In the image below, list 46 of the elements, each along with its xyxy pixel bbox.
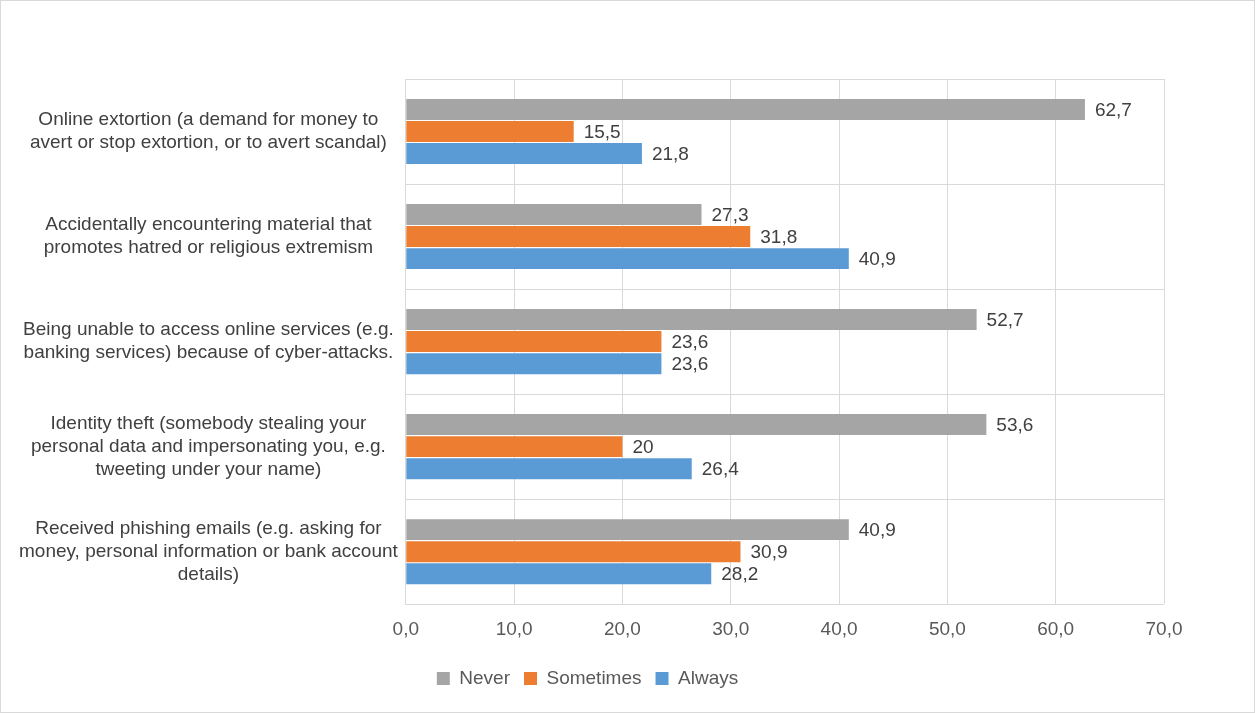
- bar: [406, 121, 574, 142]
- data-label: 15,5: [583, 120, 621, 142]
- data-label: 23,6: [671, 352, 709, 374]
- bar: [406, 204, 702, 225]
- bar: [406, 414, 987, 436]
- bar: [406, 331, 662, 353]
- y-tick-label: Received phishing emails (e.g. asking for money, personal information or bank account details): [19, 517, 399, 584]
- bar: [406, 248, 849, 270]
- bar: [406, 353, 662, 375]
- bar: [406, 541, 741, 563]
- data-label: 28,2: [721, 562, 759, 584]
- x-tick-label: 40,0: [820, 617, 858, 639]
- data-label: 30,9: [750, 540, 788, 562]
- bar: [406, 143, 642, 165]
- y-tick-label: Being unable to access online services (e.g. banking services) because of cyber-attacks.: [23, 318, 394, 363]
- data-label: 21,8: [651, 142, 689, 164]
- x-tick-label: 50,0: [928, 617, 966, 639]
- y-tick-label: Identity theft (somebody stealing your personal data and impersonating you, e.g. tweeting under your name): [30, 412, 386, 479]
- x-tick-label: 70,0: [1145, 617, 1183, 639]
- x-tick-label: 10,0: [495, 617, 533, 639]
- data-label: 40,9: [858, 247, 896, 269]
- x-tick-label: 20,0: [603, 617, 641, 639]
- data-label: 23,6: [671, 330, 709, 352]
- legend-label: Never: [459, 666, 511, 688]
- bar: [406, 226, 751, 248]
- x-tick-label: 30,0: [712, 617, 750, 639]
- bar: [406, 309, 977, 331]
- legend-label: Sometimes: [546, 666, 642, 688]
- data-label: 62,7: [1094, 98, 1132, 120]
- bar: [406, 563, 712, 585]
- x-tick-label: 60,0: [1037, 617, 1075, 639]
- y-tick-label: Online extortion (a demand for money to avert or stop extortion, or to avert scandal): [29, 108, 387, 153]
- data-label: 52,7: [986, 308, 1024, 330]
- data-label: 20: [632, 435, 654, 457]
- data-label: 53,6: [996, 413, 1034, 435]
- data-label: 40,9: [858, 518, 896, 540]
- data-label: 31,8: [760, 225, 798, 247]
- legend-label: Always: [678, 666, 739, 688]
- y-tick-label: Accidentally encountering material that promotes hatred or religious extremism: [43, 213, 374, 258]
- bar: [406, 458, 692, 480]
- x-tick-label: 0,0: [392, 617, 420, 639]
- data-label: 27,3: [711, 203, 749, 225]
- bar: [406, 98, 1085, 120]
- data-label: 26,4: [701, 457, 740, 479]
- bar: [406, 519, 849, 541]
- bar: [406, 436, 623, 458]
